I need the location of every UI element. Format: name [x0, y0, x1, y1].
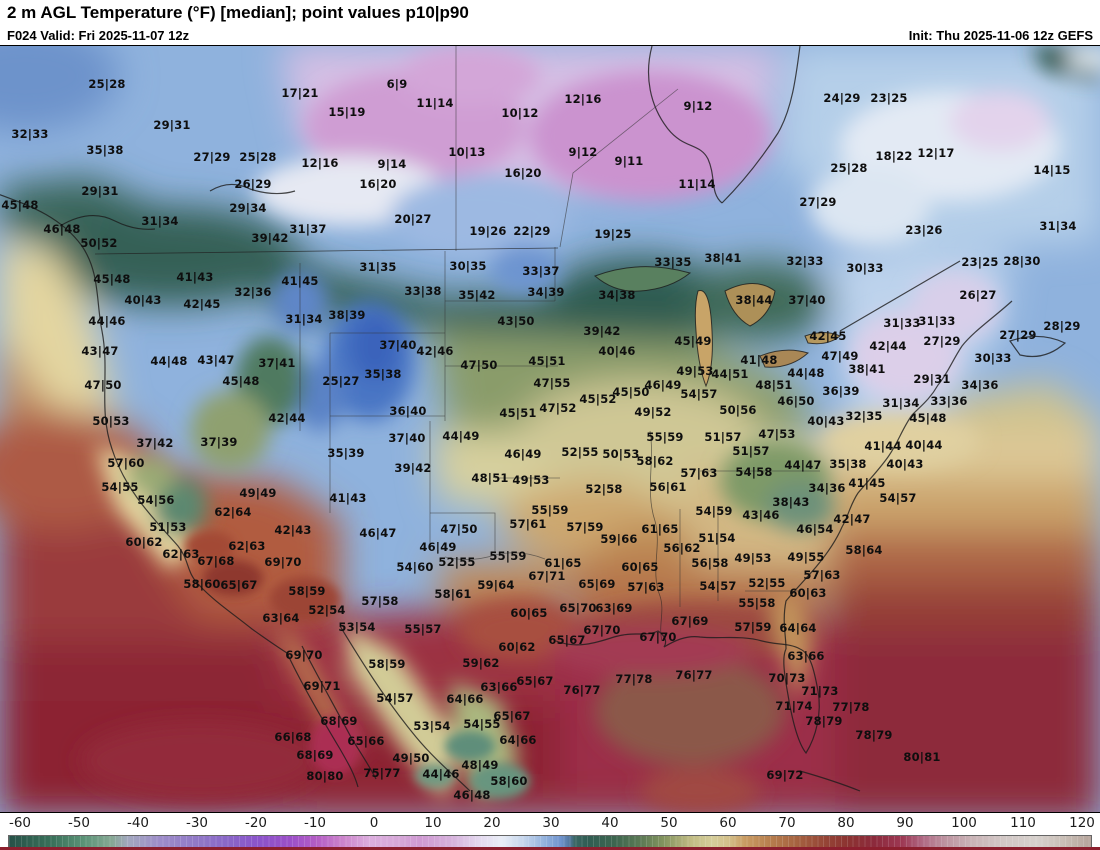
colorbar-tick: 0 [369, 815, 379, 831]
colorbar-tick: 30 [542, 815, 560, 831]
colorbar-tick: 40 [601, 815, 619, 831]
colorbar-tick: 10 [424, 815, 442, 831]
colorbar-tick: 120 [1069, 815, 1095, 831]
colorbar-tick: -60 [8, 815, 32, 831]
subheader: F024 Valid: Fri 2025-11-07 12z Init: Thu… [0, 26, 1100, 45]
colorbar-ticks: -60 -50 -40 -30 -20 -10 0 10 20 30 40 50 60 70 80 90 100… [0, 815, 1100, 833]
colorbar-tick: -50 [67, 815, 91, 831]
map-canvas: 25|28 29|31 32|33 35|38 27|29 25|28 26|29 29|31… [0, 45, 1100, 813]
colorbar-tick: 90 [896, 815, 914, 831]
page-title: 2 m AGL Temperature (°F) [median]; point… [7, 3, 469, 22]
colorbar-tick: -10 [303, 815, 327, 831]
bottom-accent-line [0, 847, 1100, 850]
colorbar-tick: 100 [951, 815, 977, 831]
colorbar-tick: 110 [1010, 815, 1036, 831]
colorbar-tick: -40 [126, 815, 150, 831]
state-borders [94, 46, 820, 642]
colorbar-tick: 70 [778, 815, 796, 831]
header: 2 m AGL Temperature (°F) [median]; point… [0, 0, 1100, 26]
great-lakes [594, 266, 841, 388]
colorbar-tick: 60 [719, 815, 737, 831]
colorbar: -60 -50 -40 -30 -20 -10 0 10 20 30 40 50 60 70 80 90 100… [0, 813, 1100, 850]
colorbar-tick: 50 [660, 815, 678, 831]
colorbar-tick: -30 [185, 815, 209, 831]
valid-time-text: F024 Valid: Fri 2025-11-07 12z [7, 28, 190, 43]
init-time-text: Init: Thu 2025-11-06 12z GEFS [908, 28, 1093, 43]
colorbar-tick: -20 [244, 815, 268, 831]
brand-text-pre: piv [821, 810, 895, 812]
temperature-field-svg [0, 46, 1100, 812]
colorbar-tick: 80 [837, 815, 855, 831]
brand-watermark: pivtal weather [821, 810, 1100, 812]
colorbar-tick: 20 [483, 815, 501, 831]
coastlines [0, 46, 1067, 792]
